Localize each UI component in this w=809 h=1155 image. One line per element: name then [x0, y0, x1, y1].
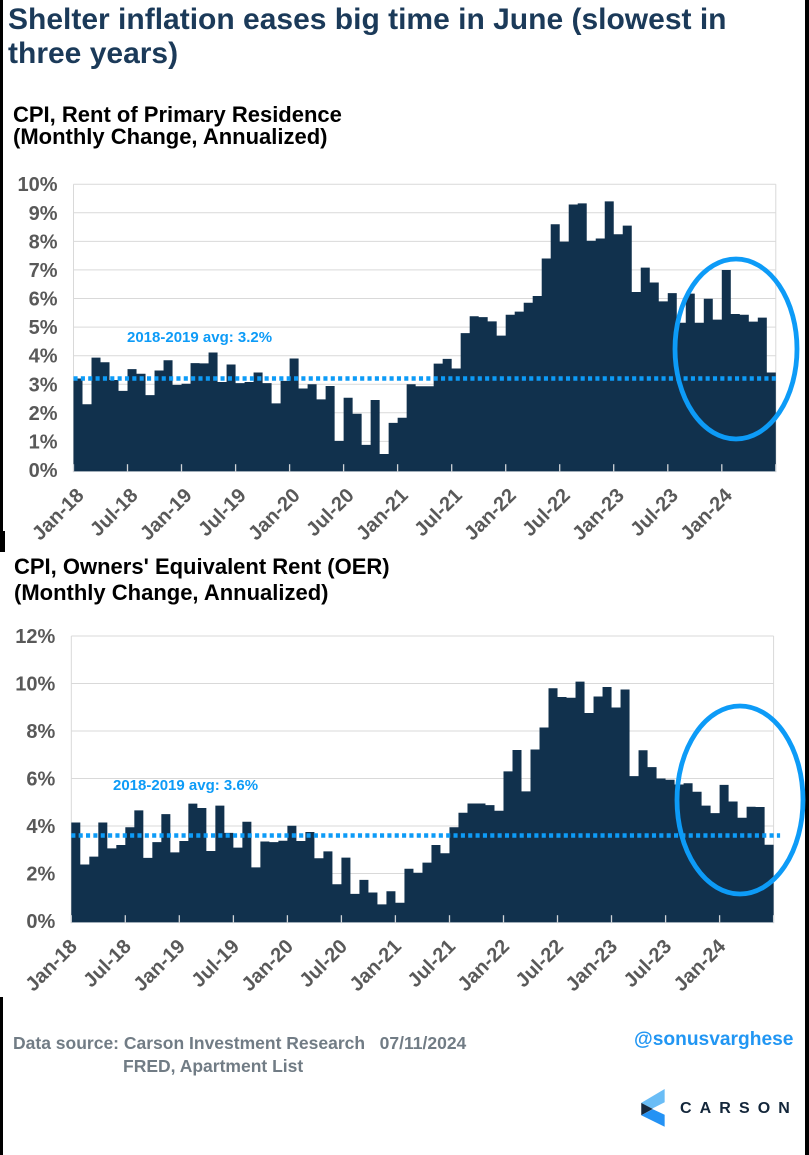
svg-text:Jan-20: Jan-20 [244, 484, 304, 544]
svg-text:4%: 4% [26, 816, 55, 838]
svg-text:Jul-22: Jul-22 [512, 935, 568, 991]
svg-text:0%: 0% [29, 460, 58, 482]
svg-text:8%: 8% [29, 231, 58, 253]
svg-text:3%: 3% [29, 374, 58, 396]
svg-text:Jan-22: Jan-22 [460, 484, 520, 544]
svg-text:7%: 7% [29, 260, 58, 282]
svg-text:5%: 5% [29, 317, 58, 339]
svg-text:Jan-24: Jan-24 [676, 484, 737, 545]
svg-text:Jul-19: Jul-19 [194, 484, 250, 540]
svg-text:0%: 0% [26, 911, 55, 933]
svg-text:Jul-18: Jul-18 [86, 484, 142, 540]
svg-text:Jul-18: Jul-18 [79, 935, 135, 991]
svg-text:8%: 8% [26, 721, 55, 743]
svg-text:6%: 6% [29, 289, 58, 311]
svg-text:Jan-20: Jan-20 [238, 935, 298, 995]
svg-text:Jul-21: Jul-21 [410, 484, 466, 540]
svg-text:Jul-22: Jul-22 [518, 484, 574, 540]
svg-text:Jan-21: Jan-21 [352, 484, 412, 544]
svg-text:Jul-19: Jul-19 [187, 935, 243, 991]
svg-text:2%: 2% [29, 403, 58, 425]
svg-text:Jan-23: Jan-23 [568, 484, 628, 544]
svg-text:Jul-23: Jul-23 [620, 935, 676, 991]
svg-text:CPI, Owners' Equivalent Rent (: CPI, Owners' Equivalent Rent (OER) [14, 554, 390, 579]
svg-text:Jul-23: Jul-23 [626, 484, 682, 540]
svg-text:Jan-19: Jan-19 [129, 935, 189, 995]
svg-text:10%: 10% [15, 674, 55, 696]
svg-text:Jan-23: Jan-23 [562, 935, 622, 995]
svg-text:Jan-18: Jan-18 [21, 935, 81, 995]
svg-text:6%: 6% [26, 769, 55, 791]
svg-text:Jan-21: Jan-21 [346, 935, 406, 995]
svg-text:2018-2019 avg: 3.2%: 2018-2019 avg: 3.2% [127, 329, 272, 346]
svg-text:(Monthly Change, Annualized): (Monthly Change, Annualized) [14, 580, 329, 605]
svg-text:Jul-20: Jul-20 [302, 484, 358, 540]
svg-text:10%: 10% [17, 174, 57, 196]
svg-text:9%: 9% [29, 203, 58, 225]
svg-text:4%: 4% [29, 346, 58, 368]
svg-text:Jul-20: Jul-20 [295, 935, 351, 991]
svg-text:2018-2019 avg: 3.6%: 2018-2019 avg: 3.6% [113, 777, 258, 794]
svg-text:1%: 1% [29, 431, 58, 453]
svg-text:2%: 2% [26, 864, 55, 886]
svg-text:Jul-21: Jul-21 [404, 935, 460, 991]
svg-text:Jan-18: Jan-18 [28, 484, 88, 544]
svg-text:Jan-22: Jan-22 [454, 935, 514, 995]
svg-text:12%: 12% [15, 626, 55, 648]
svg-text:Jan-24: Jan-24 [670, 935, 731, 996]
svg-text:Jan-19: Jan-19 [136, 484, 196, 544]
